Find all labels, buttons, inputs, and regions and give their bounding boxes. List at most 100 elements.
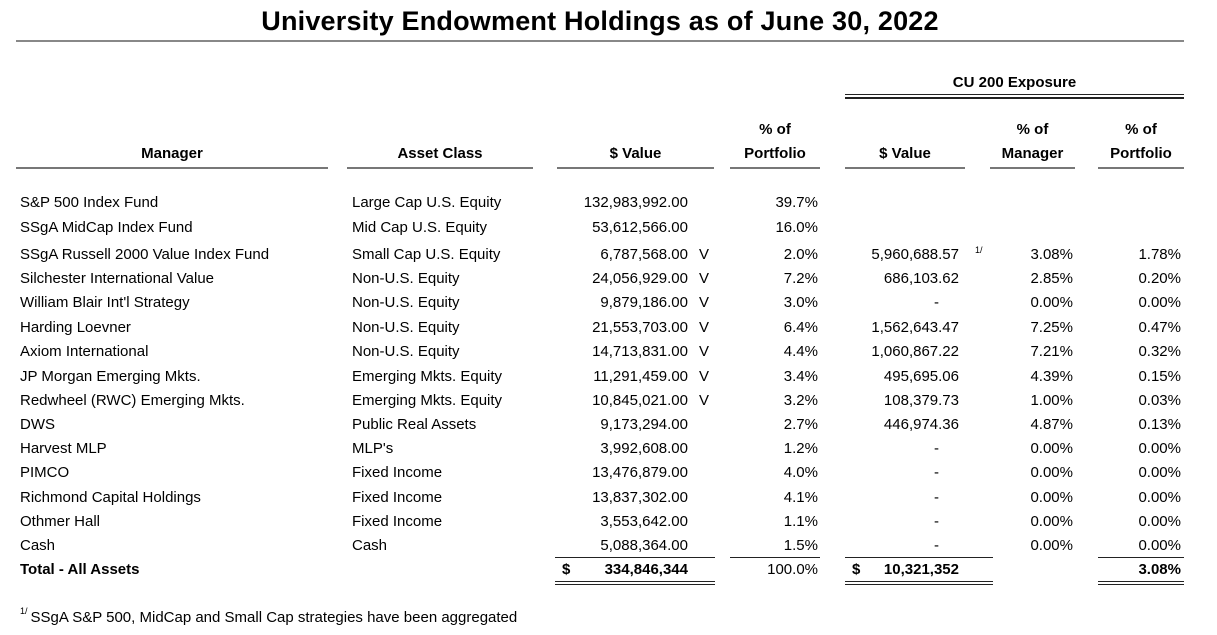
cu-value-cell: - bbox=[934, 294, 939, 311]
total-cu-currency-symbol: $ bbox=[852, 561, 861, 578]
value-cell: 10,845,021.00 bbox=[592, 392, 688, 409]
manager-cell: SSgA Russell 2000 Value Index Fund bbox=[20, 246, 270, 263]
manager-cell: William Blair Int'l Strategy bbox=[20, 294, 190, 311]
cu-pct-manager-cell: 0.00% bbox=[1030, 464, 1073, 481]
total-currency-symbol: $ bbox=[562, 561, 571, 578]
table-row: Harvest MLP MLP's 3,992,608.00 1.2% - 0.… bbox=[0, 437, 1217, 461]
asset-class-cell: Non-U.S. Equity bbox=[352, 294, 460, 311]
asset-class-cell: Non-U.S. Equity bbox=[352, 319, 460, 336]
value-cell: 21,553,703.00 bbox=[592, 319, 688, 336]
pct-portfolio-cell: 4.4% bbox=[783, 343, 818, 360]
manager-cell: Harding Loevner bbox=[20, 319, 131, 336]
value-cell: 6,787,568.00 bbox=[600, 246, 688, 263]
manager-cell: Redwheel (RWC) Emerging Mkts. bbox=[20, 392, 245, 409]
asset-class-cell: Mid Cap U.S. Equity bbox=[352, 219, 488, 236]
table-row: SSgA Russell 2000 Value Index Fund Small… bbox=[0, 243, 1217, 267]
manager-cell: Richmond Capital Holdings bbox=[20, 489, 201, 506]
cu-pct-portfolio-cell: 0.03% bbox=[1138, 392, 1181, 409]
header-cu-pct-manager-line1: % of bbox=[1016, 121, 1049, 138]
cu-pct-manager-cell: 7.21% bbox=[1030, 343, 1073, 360]
asset-class-cell: Cash bbox=[352, 537, 388, 554]
asset-class-cell: MLP's bbox=[352, 440, 394, 457]
cu-pct-portfolio-cell: 0.32% bbox=[1138, 343, 1181, 360]
header-manager: Manager bbox=[16, 142, 328, 169]
pct-portfolio-cell: 1.1% bbox=[783, 513, 818, 530]
table-row: Silchester International Value Non-U.S. … bbox=[0, 267, 1217, 291]
flag-cell: V bbox=[699, 294, 710, 311]
value-cell: 13,476,879.00 bbox=[592, 464, 688, 481]
manager-cell: JP Morgan Emerging Mkts. bbox=[20, 368, 201, 385]
header-asset-class: Asset Class bbox=[347, 142, 533, 169]
cu-pct-manager-cell: 7.25% bbox=[1030, 319, 1073, 336]
asset-class-cell: Fixed Income bbox=[352, 464, 443, 481]
asset-class-cell: Non-U.S. Equity bbox=[352, 343, 460, 360]
header-asset-class-label: Asset Class bbox=[397, 145, 483, 162]
footnote-marker: 1/ bbox=[975, 245, 983, 255]
cu-value-cell: - bbox=[934, 537, 939, 554]
subtotal-rule-value bbox=[555, 557, 715, 558]
header-cu-pct-portfolio-line2: Portfolio bbox=[1110, 145, 1172, 162]
pct-portfolio-cell: 4.1% bbox=[783, 489, 818, 506]
table-row: Harding Loevner Non-U.S. Equity 21,553,7… bbox=[0, 316, 1217, 340]
value-cell: 9,173,294.00 bbox=[600, 416, 688, 433]
table-row: Othmer Hall Fixed Income 3,553,642.00 1.… bbox=[0, 510, 1217, 534]
total-pct-portfolio: 100.0% bbox=[767, 561, 818, 578]
cu-pct-portfolio-cell: 0.00% bbox=[1138, 537, 1181, 554]
cu-pct-portfolio-cell: 0.20% bbox=[1138, 270, 1181, 287]
pct-portfolio-cell: 1.5% bbox=[783, 537, 818, 554]
asset-class-cell: Fixed Income bbox=[352, 489, 443, 506]
table-row: DWS Public Real Assets 9,173,294.00 2.7%… bbox=[0, 413, 1217, 437]
header-cu-pct-manager-line2: Manager bbox=[1001, 145, 1064, 162]
value-cell: 13,837,302.00 bbox=[592, 489, 688, 506]
pct-portfolio-cell: 3.4% bbox=[783, 368, 818, 385]
table-row: Axiom International Non-U.S. Equity 14,7… bbox=[0, 340, 1217, 364]
value-cell: 3,553,642.00 bbox=[600, 513, 688, 530]
table-row: Richmond Capital Holdings Fixed Income 1… bbox=[0, 486, 1217, 510]
header-value: $ Value bbox=[557, 142, 714, 169]
page-title: University Endowment Holdings as of June… bbox=[261, 6, 939, 36]
cu-pct-manager-cell: 2.85% bbox=[1030, 270, 1073, 287]
flag-cell: V bbox=[699, 368, 710, 385]
header-cu-pct-manager: % of Manager bbox=[990, 118, 1075, 169]
cu-pct-manager-cell: 0.00% bbox=[1030, 489, 1073, 506]
manager-cell: Axiom International bbox=[20, 343, 149, 360]
cu-pct-portfolio-cell: 0.00% bbox=[1138, 489, 1181, 506]
header-cu-value: $ Value bbox=[845, 142, 965, 169]
cu-exposure-group-divider bbox=[845, 94, 1184, 99]
total-label: Total - All Assets bbox=[20, 561, 140, 578]
flag-cell: V bbox=[699, 270, 710, 287]
cu-pct-portfolio-cell: 0.00% bbox=[1138, 464, 1181, 481]
manager-cell: S&P 500 Index Fund bbox=[20, 194, 159, 211]
manager-cell: Othmer Hall bbox=[20, 513, 101, 530]
asset-class-cell: Non-U.S. Equity bbox=[352, 270, 460, 287]
pct-portfolio-cell: 6.4% bbox=[783, 319, 818, 336]
manager-cell: Silchester International Value bbox=[20, 270, 215, 287]
cu-pct-portfolio-cell: 0.00% bbox=[1138, 440, 1181, 457]
title-divider bbox=[16, 40, 1184, 42]
manager-cell: SSgA MidCap Index Fund bbox=[20, 219, 193, 236]
header-pct-portfolio-line2: Portfolio bbox=[744, 145, 806, 162]
header-value-label: $ Value bbox=[609, 145, 662, 162]
value-cell: 24,056,929.00 bbox=[592, 270, 688, 287]
cu-value-cell: 5,960,688.57 bbox=[871, 246, 959, 263]
value-cell: 9,879,186.00 bbox=[600, 294, 688, 311]
cu-pct-manager-cell: 0.00% bbox=[1030, 440, 1073, 457]
cu-exposure-group-header: CU 200 Exposure bbox=[952, 74, 1077, 91]
cu-value-cell: 446,974.36 bbox=[883, 416, 959, 433]
flag-cell: V bbox=[699, 319, 710, 336]
value-cell: 3,992,608.00 bbox=[600, 440, 688, 457]
manager-cell: PIMCO bbox=[20, 464, 70, 481]
value-cell: 132,983,992.00 bbox=[583, 194, 688, 211]
cu-pct-manager-cell: 4.87% bbox=[1030, 416, 1073, 433]
pct-portfolio-cell: 4.0% bbox=[783, 464, 818, 481]
cu-pct-manager-cell: 0.00% bbox=[1030, 294, 1073, 311]
total-row: Total - All Assets $ 334,846,344 100.0% … bbox=[0, 558, 1217, 582]
asset-class-cell: Fixed Income bbox=[352, 513, 443, 530]
cu-pct-portfolio-cell: 0.13% bbox=[1138, 416, 1181, 433]
asset-class-cell: Emerging Mkts. Equity bbox=[352, 392, 503, 409]
total-cu-pct-portfolio: 3.08% bbox=[1138, 561, 1181, 578]
flag-cell: V bbox=[699, 392, 710, 409]
asset-class-cell: Small Cap U.S. Equity bbox=[352, 246, 501, 263]
cu-pct-manager-cell: 1.00% bbox=[1030, 392, 1073, 409]
manager-cell: Harvest MLP bbox=[20, 440, 107, 457]
